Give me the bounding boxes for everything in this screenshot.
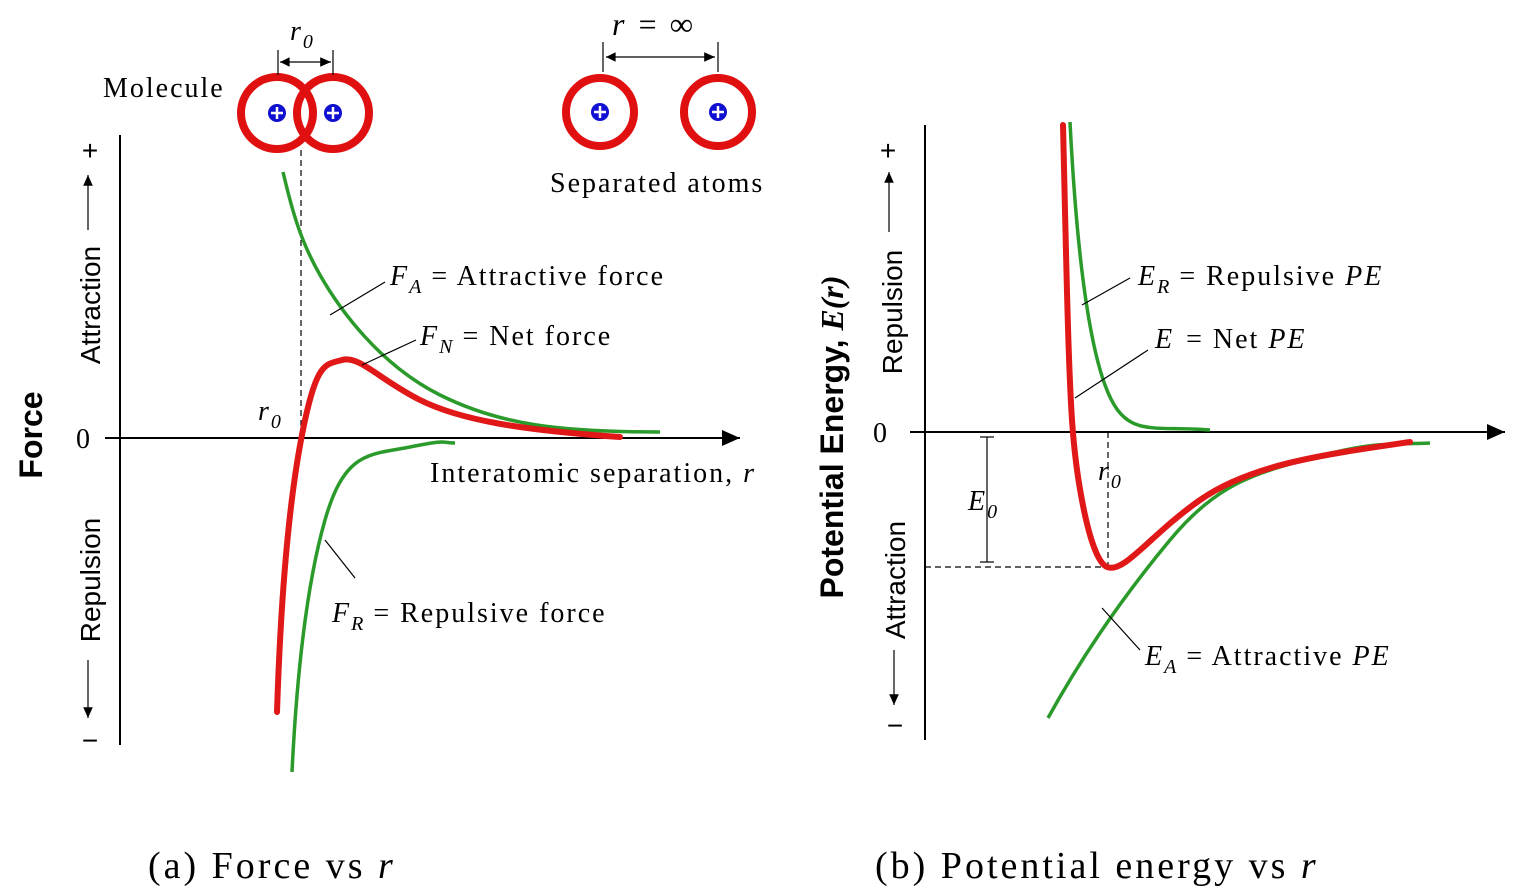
separated-label: Separated atoms xyxy=(550,168,764,199)
zero-label: 0 xyxy=(873,418,889,449)
nucleus xyxy=(324,104,342,122)
er-label: ER= Repulsive PE xyxy=(1137,261,1383,298)
attraction-label: Attraction xyxy=(75,246,106,364)
e0-label: E0 xyxy=(967,486,999,523)
y-plus: + xyxy=(82,135,98,166)
fr-label: FR= Repulsive force xyxy=(331,598,607,635)
diagram: r0 Molecule r = ∞ Separated atoms + − At… xyxy=(0,0,1523,895)
y-plus: + xyxy=(880,135,896,166)
leader xyxy=(325,540,355,578)
panel-a: r0 Molecule r = ∞ Separated atoms + − At… xyxy=(13,6,764,887)
fa-label: FA= Attractive force xyxy=(389,261,665,298)
axis-title: Potential Energy, E(r) xyxy=(814,275,850,598)
x-axis-label: Interatomic separation, r xyxy=(430,458,756,489)
leader xyxy=(1102,608,1140,650)
nucleus xyxy=(709,103,727,121)
caption: (a) Force vs r xyxy=(148,845,396,887)
caption: (b) Potential energy vs r xyxy=(875,845,1319,887)
ea-label: EA= Attractive PE xyxy=(1144,641,1391,678)
leader xyxy=(1082,278,1130,305)
repulsion-label: Repulsion xyxy=(75,518,106,643)
molecule-label: Molecule xyxy=(103,73,225,104)
nucleus xyxy=(268,104,286,122)
fn-label: FN= Net force xyxy=(419,321,612,358)
leader xyxy=(1075,350,1148,398)
repulsion-label: Repulsion xyxy=(877,250,908,375)
infinity-label: r = ∞ xyxy=(612,6,695,42)
r0-axis-label: r0 xyxy=(258,396,283,433)
axis-title: Force xyxy=(13,391,49,478)
attraction-label: Attraction xyxy=(880,521,911,639)
r0-top-label: r0 xyxy=(290,16,315,53)
panel-b: + − Repulsion Attraction Potential Energ… xyxy=(814,122,1505,887)
r0-label: r0 xyxy=(1098,456,1123,493)
fn-curve xyxy=(277,359,620,712)
y-minus: − xyxy=(82,725,98,756)
zero-label: 0 xyxy=(76,424,92,455)
leader xyxy=(330,282,385,315)
nucleus xyxy=(591,103,609,121)
y-minus: − xyxy=(887,710,903,741)
e-label: E= Net PE xyxy=(1154,324,1307,355)
fa-curve xyxy=(283,172,660,432)
